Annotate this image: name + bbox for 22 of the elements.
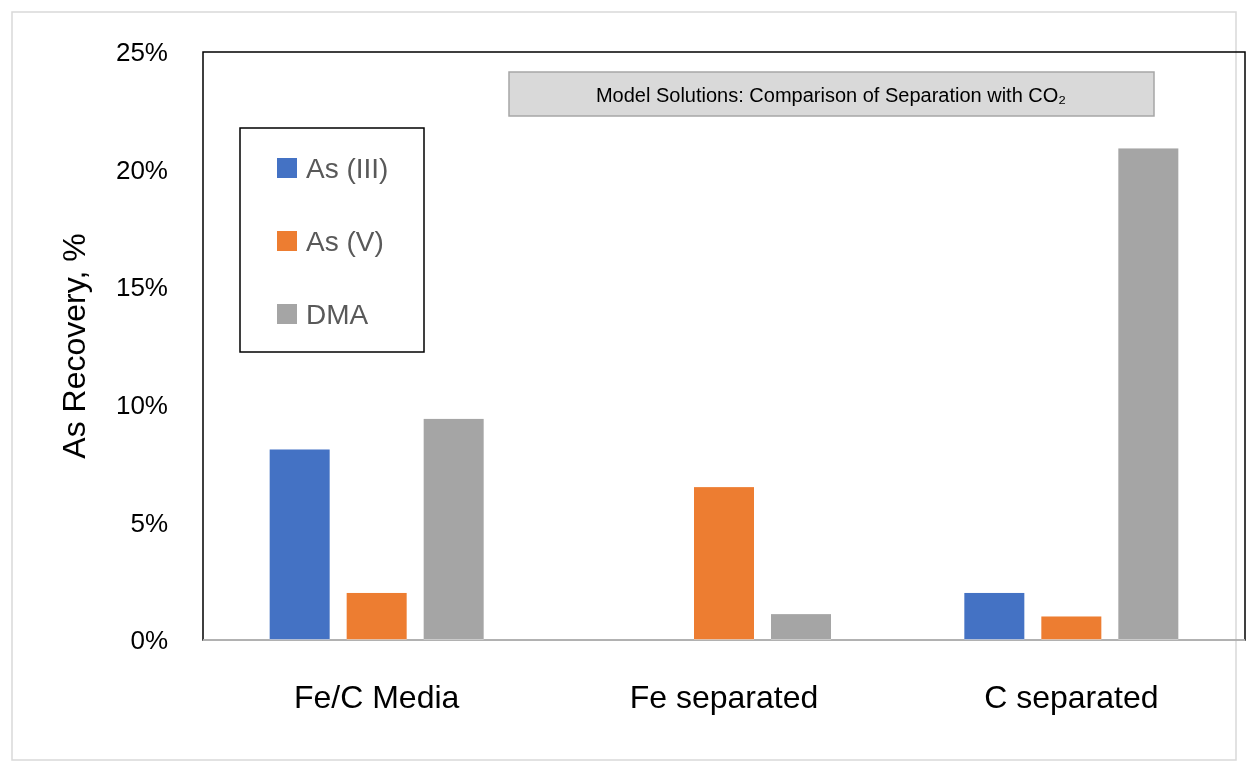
legend-label: DMA — [306, 298, 369, 330]
bar — [423, 418, 484, 640]
bar — [964, 592, 1025, 640]
y-tick-label: 20% — [115, 154, 168, 185]
legend-label: As (V) — [306, 225, 384, 257]
y-tick-label: 0% — [130, 625, 168, 656]
bar — [771, 614, 831, 640]
bar — [694, 487, 754, 640]
y-tick-label: 25% — [115, 37, 168, 68]
x-tick-label: Fe separated — [629, 679, 819, 715]
y-axis-title: As Recovery, % — [56, 233, 92, 459]
bar — [1041, 616, 1102, 640]
y-tick-label: 5% — [130, 507, 168, 538]
bar — [346, 592, 407, 640]
x-tick-label: Fe/C Media — [293, 679, 460, 715]
y-tick-label: 10% — [115, 389, 168, 420]
text: Model Solutions: Comparison of Separation with CO₂ — [595, 84, 1067, 106]
bar — [1118, 148, 1179, 640]
legend-label: As (III) — [306, 152, 389, 184]
bar — [269, 449, 330, 640]
x-tick-label: C separated — [984, 679, 1159, 715]
y-tick-label: 15% — [115, 272, 168, 303]
